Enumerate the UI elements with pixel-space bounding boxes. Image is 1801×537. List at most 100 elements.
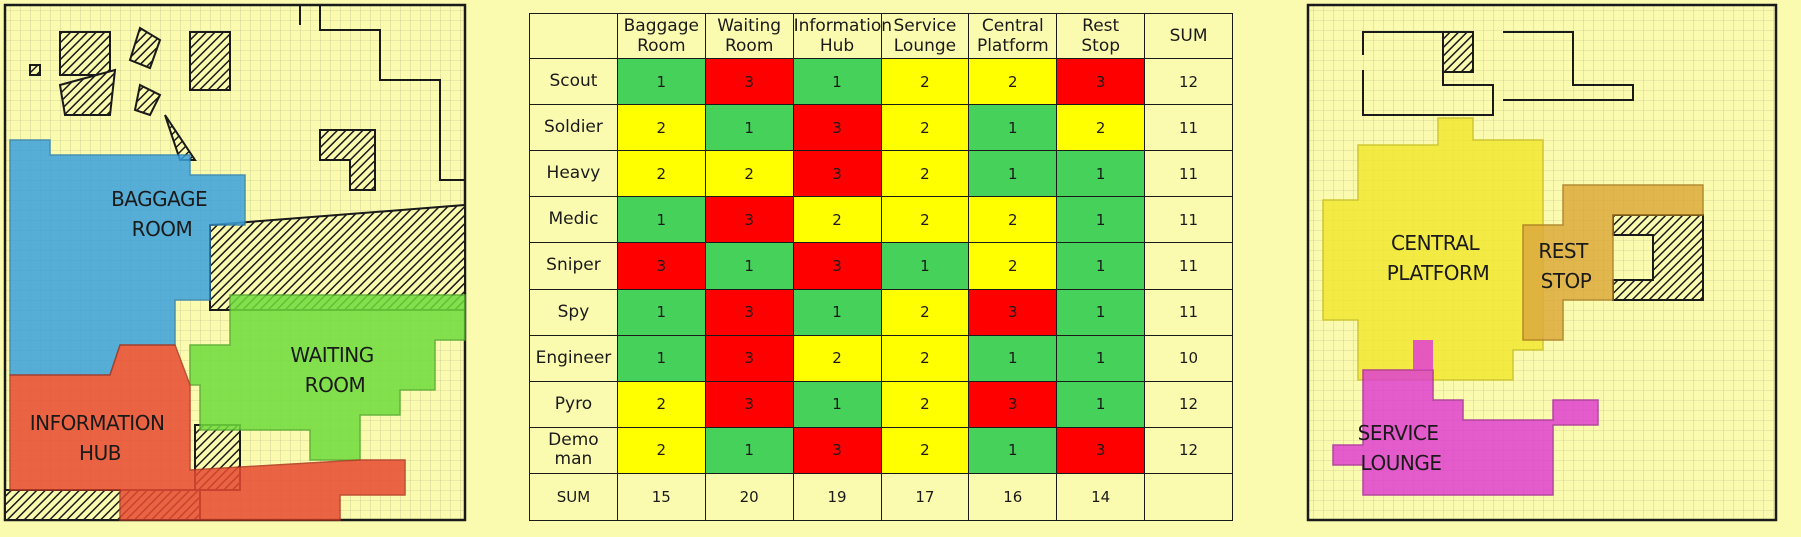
table-cell: 1	[792, 380, 882, 428]
table-cell: 2	[616, 426, 706, 475]
row-sum-cell: 10	[1144, 334, 1233, 382]
table-cell: 1	[1056, 150, 1146, 198]
table-cell: 3	[1056, 426, 1146, 475]
row-sum-cell: 11	[1144, 288, 1233, 336]
row-header: Scout	[529, 57, 618, 106]
table-cell: 3	[792, 150, 882, 198]
row-sum-cell: 11	[1144, 242, 1233, 290]
table-cell: 1	[704, 242, 794, 290]
class-area-table: Baggage Room Waiting Room Information Hub S…	[529, 13, 1233, 521]
table-cell: 2	[616, 150, 706, 198]
map-label-information-hub: INFORMATION HUB	[30, 411, 171, 465]
table-cell: 2	[792, 196, 882, 244]
table-cell: 3	[1056, 57, 1146, 106]
area-rest-stop	[1522, 184, 1704, 341]
table-cell: 1	[616, 196, 706, 244]
table-cell: 2	[704, 150, 794, 198]
col-header: Baggage Room	[616, 13, 706, 59]
table-cell: 2	[880, 150, 970, 198]
table-cell: 3	[704, 57, 794, 106]
left-map: BAGGAGE ROOM WAITING ROOM INFORMATION HU…	[3, 3, 467, 522]
table-row: Pyro 2 3 1 2 3 1 12	[529, 380, 1233, 428]
table-cell: 2	[880, 196, 970, 244]
col-header: Information Hub	[792, 13, 892, 59]
row-sum-cell: 12	[1144, 426, 1233, 475]
row-header: Soldier	[529, 104, 618, 152]
footer-sum-cell: 15	[616, 473, 706, 521]
table-cell: 3	[792, 242, 882, 290]
table-cell: 1	[1056, 288, 1146, 336]
table-cell: 2	[616, 104, 706, 152]
col-header: Waiting Room	[704, 13, 794, 59]
table-cell: 1	[792, 57, 882, 106]
table-cell: 1	[1056, 380, 1146, 428]
row-header: Spy	[529, 288, 618, 336]
table-cell: 1	[616, 57, 706, 106]
table-footer-row: SUM 15 20 19 17 16 14	[529, 473, 1233, 521]
footer-sum-cell: 19	[792, 473, 882, 521]
table-cell: 1	[616, 334, 706, 382]
map-label-rest-stop: REST STOP	[1538, 239, 1593, 293]
table-cell: 3	[792, 104, 882, 152]
row-sum-cell: 12	[1144, 57, 1233, 106]
row-header: Medic	[529, 196, 618, 244]
table-row: Scout 1 3 1 2 2 3 12	[529, 57, 1233, 106]
table-cell: 1	[968, 334, 1058, 382]
table-row: Spy 1 3 1 2 3 1 11	[529, 288, 1233, 336]
table-cell: 3	[792, 426, 882, 475]
table-header-row: Baggage Room Waiting Room Information Hub S…	[529, 13, 1233, 59]
area-service-lounge	[1332, 340, 1599, 496]
footer-sum-cell: 14	[1056, 473, 1146, 521]
row-header: Sniper	[529, 242, 618, 290]
table-cell: 2	[880, 380, 970, 428]
footer-label: SUM	[529, 473, 618, 521]
table-cell: 3	[968, 380, 1058, 428]
table-cell: 1	[1056, 334, 1146, 382]
footer-sum-cell: 17	[880, 473, 970, 521]
table-cell: 1	[968, 426, 1058, 475]
area-central-platform	[1322, 117, 1544, 381]
map-label-baggage-room: BAGGAGE ROOM	[111, 187, 213, 241]
area-information-hub	[9, 344, 406, 521]
table-row: Engineer 1 3 2 2 1 1 10	[529, 334, 1233, 382]
col-header-sum: SUM	[1144, 13, 1233, 59]
table-cell: 1	[968, 104, 1058, 152]
table-cell: 2	[968, 196, 1058, 244]
row-header: Pyro	[529, 380, 618, 428]
table-cell: 2	[880, 288, 970, 336]
table-cell: 2	[792, 334, 882, 382]
table-cell: 3	[704, 380, 794, 428]
table-cell: 3	[704, 288, 794, 336]
map-label-service-lounge: SERVICE LOUNGE	[1358, 421, 1445, 475]
footer-sum-cell: 16	[968, 473, 1058, 521]
table-cell: 1	[704, 104, 794, 152]
table-cell: 2	[1056, 104, 1146, 152]
table-cell: 1	[880, 242, 970, 290]
table-row: Heavy 2 2 3 2 1 1 11	[529, 150, 1233, 198]
row-sum-cell: 12	[1144, 380, 1233, 428]
map-label-waiting-room: WAITING ROOM	[290, 343, 379, 397]
table-cell: 2	[880, 334, 970, 382]
table-cell: 2	[880, 426, 970, 475]
table-row: Soldier 2 1 3 2 1 2 11	[529, 104, 1233, 152]
top-rooms	[1362, 31, 1634, 116]
row-sum-cell: 11	[1144, 104, 1233, 152]
col-header: Service Lounge	[880, 13, 970, 59]
table-cell: 1	[792, 288, 882, 336]
col-header: Central Platform	[968, 13, 1058, 59]
table-cell: 3	[704, 196, 794, 244]
footer-sum-cell: 20	[704, 473, 794, 521]
footer-empty-cell	[1144, 473, 1233, 521]
table-cell: 1	[616, 288, 706, 336]
row-sum-cell: 11	[1144, 196, 1233, 244]
table-cell: 1	[1056, 242, 1146, 290]
col-header: Rest Stop	[1056, 13, 1146, 59]
row-header: Heavy	[529, 150, 618, 198]
table-cell: 3	[616, 242, 706, 290]
right-map: CENTRAL PLATFORM REST STOP SERVICE LOUNG…	[1306, 3, 1778, 522]
map-label-central-platform: CENTRAL PLATFORM	[1387, 231, 1489, 285]
row-header: Engineer	[529, 334, 618, 382]
table-cell: 2	[616, 380, 706, 428]
table-corner-cell	[529, 13, 618, 59]
table-cell: 2	[968, 242, 1058, 290]
